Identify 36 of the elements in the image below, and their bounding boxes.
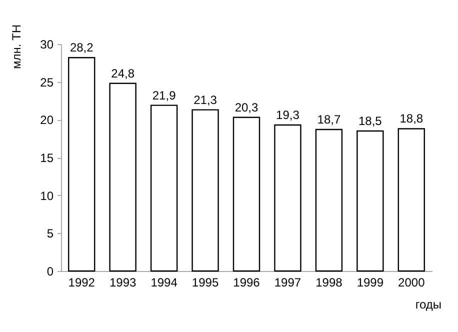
y-tick-label: 20 xyxy=(40,113,54,128)
bar xyxy=(192,109,219,272)
y-tick-label: 25 xyxy=(40,75,54,90)
data-label: 21,3 xyxy=(194,92,218,107)
y-axis-title: млн. ТН xyxy=(10,24,24,70)
x-tick-label: 1993 xyxy=(109,276,137,290)
bar xyxy=(315,128,343,272)
x-tick-label: 1994 xyxy=(150,276,178,290)
data-label: 19,3 xyxy=(276,108,300,122)
data-label: 18,5 xyxy=(358,114,382,128)
data-label: 18,7 xyxy=(317,112,341,127)
y-tick-label: 10 xyxy=(40,188,54,203)
data-label: 20,3 xyxy=(234,100,258,114)
data-label: 28,2 xyxy=(70,40,94,55)
y-tick-label: 30 xyxy=(40,38,54,52)
y-tick-label: 0 xyxy=(46,264,54,278)
y-tick-label: 5 xyxy=(46,226,54,241)
bar xyxy=(68,57,96,272)
bar xyxy=(232,116,260,272)
data-label: 18,8 xyxy=(400,112,424,126)
x-tick-label: 1999 xyxy=(356,276,384,290)
x-tick-label: 1992 xyxy=(68,276,96,290)
x-tick-label: 2000 xyxy=(398,276,426,290)
x-tick-label: 1998 xyxy=(316,276,343,290)
bar xyxy=(150,104,178,272)
y-tick-label: 15 xyxy=(40,151,54,165)
x-tick-label: 1996 xyxy=(233,276,260,290)
x-tick-label: 1997 xyxy=(274,276,302,290)
x-axis-title: годы xyxy=(415,298,442,312)
bar xyxy=(109,82,136,272)
data-label: 24,8 xyxy=(111,66,135,80)
bar xyxy=(356,130,384,272)
x-tick-label: 1995 xyxy=(192,276,219,290)
bar xyxy=(398,128,425,272)
data-label: 21,9 xyxy=(152,88,176,102)
bar xyxy=(274,124,302,272)
